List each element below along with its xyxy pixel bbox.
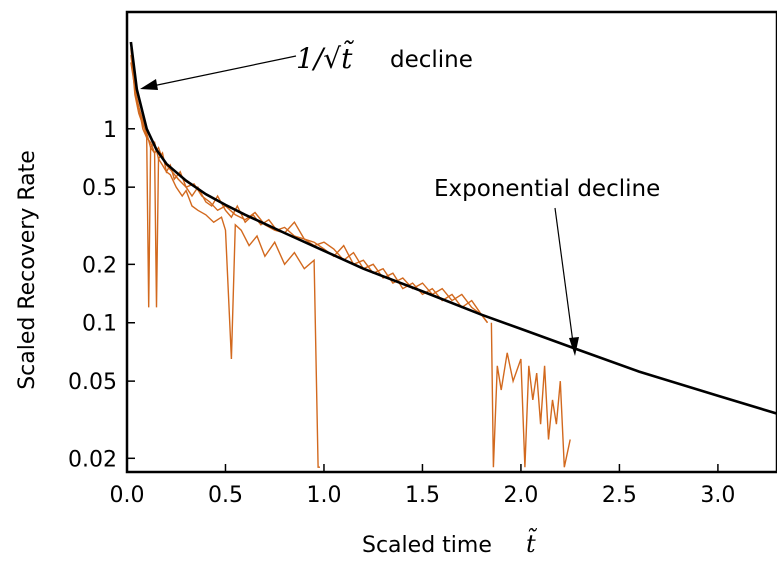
x-tick-label: 2.5: [602, 483, 637, 508]
tick-layer: 0.0 0.5 1.0 1.5 2.0 2.5 3.0 0.02 0.05 0.1 0.2 0.5 1: [68, 118, 735, 508]
y-tick-label: 0.1: [82, 312, 117, 337]
plot-area: [125, 10, 777, 474]
y-tick-label: 0.02: [68, 447, 117, 472]
exp-annotation-arrowhead: [569, 337, 579, 356]
model-curve: [129, 41, 777, 415]
x-axis-title: Scaled time: [362, 533, 492, 558]
data-series-4: [490, 322, 571, 468]
y-tick-label: 0.05: [68, 370, 117, 395]
y-tick-label: 0.5: [82, 176, 117, 201]
x-tick-label: 1.0: [306, 483, 341, 508]
exp-annotation-label: Exponential decline: [434, 176, 660, 202]
y-tick-label: 1: [103, 118, 117, 143]
sqrt-annotation-arrowhead: [140, 79, 158, 90]
x-axis-title-symbol: t̃: [526, 527, 538, 558]
x-tick-label: 0.5: [208, 483, 243, 508]
sqrt-annotation-label: decline: [390, 47, 473, 73]
y-tick-label: 0.2: [82, 253, 117, 278]
sqrt-annotation-math: 1/√t̃: [296, 40, 355, 75]
x-tick-label: 1.5: [405, 483, 440, 508]
x-tick-label: 2.0: [503, 483, 538, 508]
sqrt-annotation-arrow: [142, 55, 297, 89]
y-axis-title: Scaled Recovery Rate: [15, 150, 40, 390]
data-layer: [129, 41, 777, 468]
sqrt-annotation: 1/√t̃ decline: [140, 40, 473, 90]
x-tick-label: 3.0: [700, 483, 735, 508]
x-tick-label: 0.0: [110, 483, 145, 508]
exp-annotation-arrow: [554, 207, 575, 351]
data-series-3: [130, 54, 320, 468]
exp-annotation: Exponential decline: [434, 176, 660, 356]
